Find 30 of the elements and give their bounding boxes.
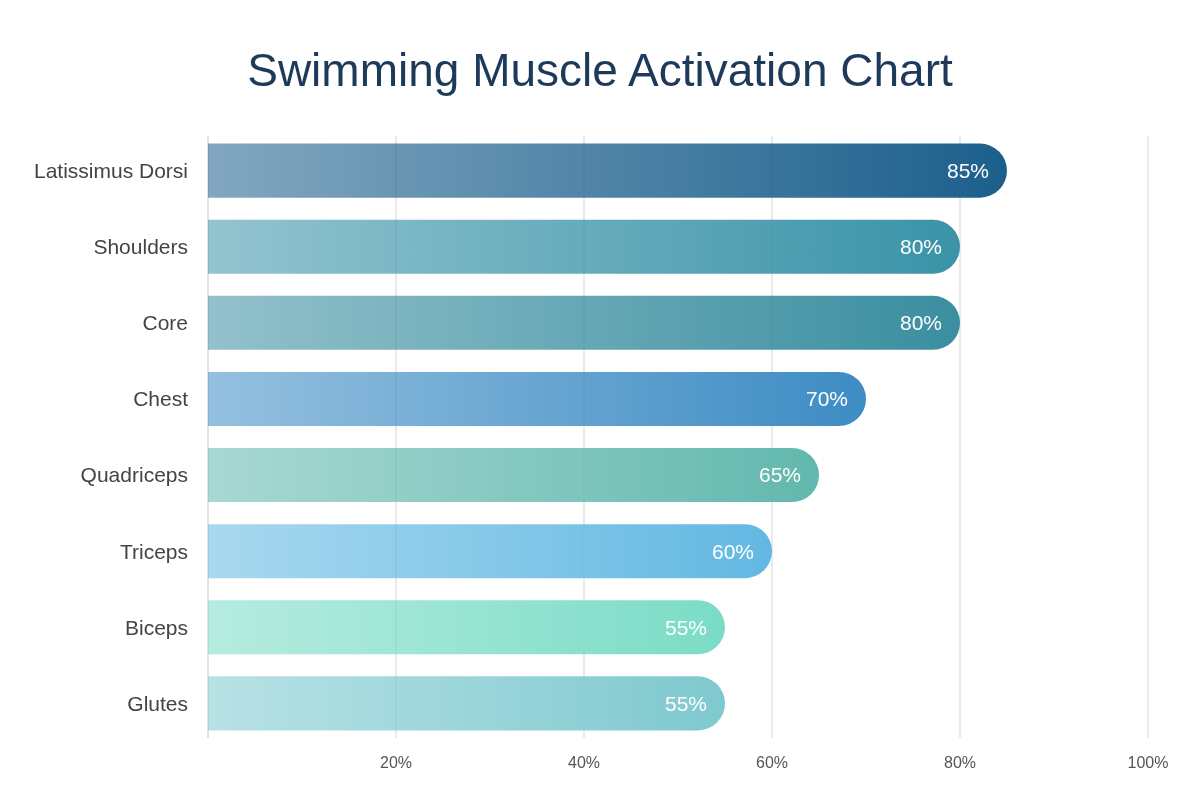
bar <box>208 143 1007 198</box>
data-label: 80% <box>899 311 942 335</box>
bar <box>208 295 960 350</box>
y-tick-label: Latissimus Dorsi <box>33 158 188 182</box>
x-tick-label: 20% <box>379 754 413 771</box>
data-label: 70% <box>805 387 848 411</box>
bar <box>208 676 725 731</box>
bar <box>208 600 725 655</box>
bar <box>208 219 960 274</box>
x-tick-label: 100% <box>1127 754 1169 771</box>
data-label: 60% <box>711 539 754 563</box>
x-tick-label: 40% <box>567 754 601 771</box>
bar <box>208 524 772 579</box>
chart-title: Swimming Muscle Activation Chart <box>247 44 953 96</box>
y-tick-label: Core <box>142 311 188 335</box>
x-tick-label: 80% <box>943 754 977 771</box>
y-tick-label: Biceps <box>124 615 188 639</box>
y-tick-label: Quadriceps <box>80 463 188 487</box>
data-label: 55% <box>664 615 707 639</box>
y-tick-label: Shoulders <box>93 235 188 259</box>
bar <box>208 448 819 503</box>
data-label: 85% <box>946 158 989 182</box>
x-tick-label: 60% <box>755 754 789 771</box>
data-label: 80% <box>899 235 942 259</box>
y-tick-label: Glutes <box>127 691 188 715</box>
bar <box>208 371 866 426</box>
y-tick-label: Chest <box>133 387 189 411</box>
y-tick-label: Triceps <box>119 539 188 563</box>
data-label: 65% <box>758 463 801 487</box>
data-label: 55% <box>664 691 707 715</box>
